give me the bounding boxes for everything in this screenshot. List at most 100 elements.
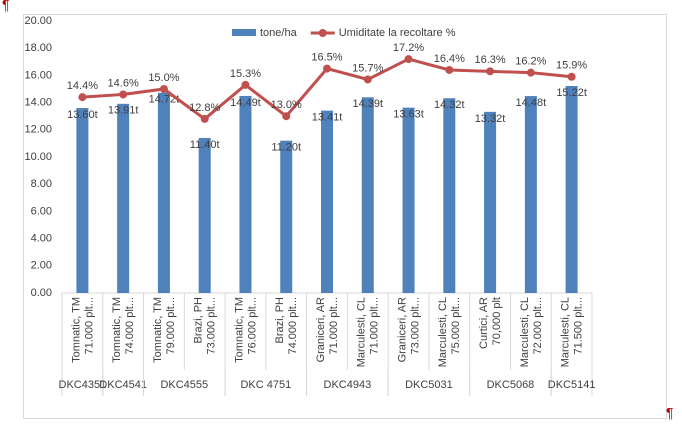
bar [321, 110, 333, 294]
bar [402, 107, 415, 293]
x-tick-label: 79.000 plt... [165, 297, 177, 355]
data-label: 14.39t [352, 98, 383, 110]
x-tick-label: Marculesti, CL [560, 297, 572, 367]
data-label: 15.9% [556, 60, 587, 72]
legend-swatch [318, 29, 327, 37]
data-label: 11.40t [190, 139, 220, 151]
data-label: 14.49t [230, 97, 261, 109]
marker [241, 80, 250, 89]
x-tick-label: Tomnatic, TM [233, 297, 245, 363]
y-tick-label: 16.00 [24, 69, 52, 81]
data-label: 15.3% [230, 68, 261, 80]
x-tick-label: Marculesti, CL [519, 297, 531, 367]
x-tick-label: 72.000 plt... [532, 297, 544, 355]
y-tick-label: 14.00 [24, 97, 52, 109]
legend-swatch [232, 29, 256, 36]
x-tick-label: 76.000 plt... [246, 297, 258, 355]
y-tick-label: 12.00 [24, 124, 52, 136]
y-tick-label: 18.00 [24, 42, 52, 54]
y-tick-label: 10.00 [24, 151, 52, 163]
data-label: 13.41t [312, 112, 343, 124]
group-label: DKC4943 [324, 379, 372, 391]
y-tick-label: 0.00 [31, 287, 52, 299]
marker [323, 64, 331, 73]
data-label: 13.60t [67, 109, 98, 121]
legend-label: tone/ha [260, 27, 298, 39]
x-tick-label: Tomnatic, TM [152, 297, 164, 363]
x-tick-label: 74.000 plt... [124, 297, 136, 355]
data-label: 14.72t [149, 94, 180, 106]
y-tick-label: 20.00 [24, 15, 52, 27]
bar [157, 92, 170, 293]
bar [239, 95, 252, 293]
data-label: 15.22t [556, 87, 587, 99]
legend-label: Umiditate la recoltare % [339, 27, 456, 39]
bar [443, 98, 456, 293]
x-tick-label: Curtici, AR [478, 297, 490, 349]
marker [486, 67, 495, 76]
x-tick-label: 75.000 plt... [450, 297, 462, 355]
marker [200, 114, 209, 123]
x-tick-label: Marculesti, CL [356, 297, 368, 367]
data-label: 17.2% [393, 42, 424, 54]
x-tick-label: Brazi, PH [274, 297, 286, 344]
marker [445, 65, 454, 74]
bar [280, 140, 293, 293]
data-label: 16.4% [434, 53, 465, 65]
bar [484, 111, 497, 294]
data-label: 14.48t [516, 97, 547, 109]
x-tick-label: 71.500 plt... [573, 297, 585, 355]
marker [78, 93, 87, 102]
marker [363, 75, 372, 84]
data-label: 12.8% [189, 102, 220, 114]
marker [404, 55, 413, 64]
y-tick-label: 2.00 [31, 260, 52, 272]
x-tick-label: Brazi, PH [193, 297, 205, 344]
group-label: DKC5031 [405, 379, 453, 391]
x-tick-label: 73.000 plt... [206, 297, 218, 355]
data-label: 15.0% [148, 72, 179, 84]
data-label: 13.63t [393, 109, 424, 121]
data-label: 14.6% [108, 77, 139, 89]
data-label: 14.32t [434, 99, 465, 111]
bar [117, 103, 130, 293]
y-tick-label: 6.00 [31, 205, 52, 217]
group-label: DKC4555 [160, 379, 208, 391]
group-label: DKC5068 [487, 379, 535, 391]
bar [361, 97, 374, 294]
y-tick-label: 4.00 [31, 233, 52, 245]
x-tick-label: 70,000 plt [491, 297, 503, 345]
x-tick-label: 71.000 plt... [83, 297, 95, 355]
pilcrow: ¶ [666, 405, 674, 421]
bar [524, 96, 537, 294]
data-label: 16.3% [474, 54, 505, 66]
marker [119, 90, 128, 99]
data-label: 13.91t [108, 105, 139, 117]
bar [76, 108, 89, 293]
data-label: 16.5% [311, 52, 342, 64]
x-tick-label: Graniceri, AR [396, 297, 408, 362]
bar [198, 137, 211, 293]
data-label: 13.0% [271, 99, 302, 111]
x-tick-label: Tomnatic, TM [111, 297, 123, 363]
group-label: DKC4541 [99, 379, 147, 391]
marker [567, 72, 576, 81]
chart-frame [23, 14, 667, 419]
pilcrow: ¶ [2, 0, 10, 13]
data-label: 11.20t [271, 142, 301, 154]
data-label: 16.2% [515, 56, 546, 68]
data-label: 15.7% [352, 62, 383, 74]
x-tick-label: Graniceri, AR [315, 297, 327, 362]
x-tick-label: Tomnatic, TM [70, 297, 82, 363]
x-tick-label: 71.000 plt... [328, 297, 340, 355]
data-label: 13.32t [475, 113, 506, 125]
x-tick-label: 71.000 plt... [369, 297, 381, 355]
y-tick-label: 8.00 [31, 178, 52, 190]
group-label: DKC4351 [59, 379, 107, 391]
x-tick-label: 74.000 plt... [287, 297, 299, 355]
group-label: DKC5141 [548, 379, 596, 391]
group-label: DKC 4751 [240, 379, 291, 391]
marker [526, 68, 535, 77]
